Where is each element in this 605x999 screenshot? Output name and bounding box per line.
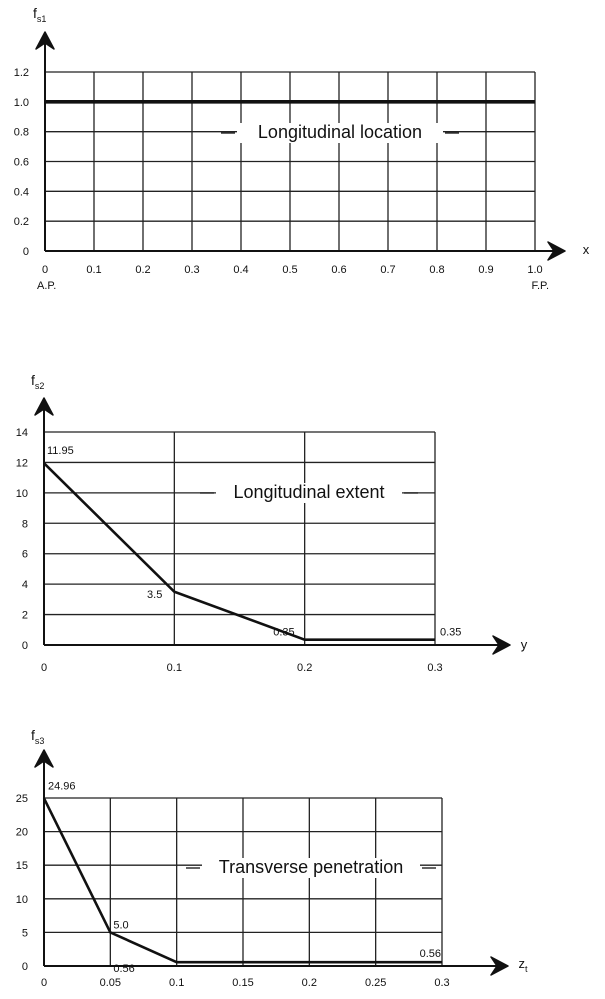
- chart-title-bg: [237, 123, 443, 143]
- x-axis-label: zt: [518, 956, 528, 974]
- chart-title-bg: [202, 858, 420, 878]
- grid: [44, 431, 436, 645]
- x-tick-label: 0.15: [232, 977, 253, 989]
- y-tick-label: 25: [16, 793, 28, 805]
- chart-2: 0 2 4 6 8 10 12 14 0 0.1 0.2 0.3 fs2 y 11.95 3.5 0.35 0.3…: [16, 372, 528, 674]
- y-tick-label: 0.6: [14, 157, 29, 169]
- x-axis-arrow-icon: [492, 635, 511, 655]
- x-tick-label: 0.3: [434, 977, 449, 989]
- y-tick-label: 0: [23, 246, 29, 258]
- x-tick-label: 0: [41, 662, 47, 674]
- y-tick-label: 1.0: [14, 97, 29, 109]
- y-tick-label: 14: [16, 427, 28, 439]
- x-tick-label: 0.1: [169, 977, 184, 989]
- data-label: 11.95: [47, 445, 74, 457]
- y-tick-label: 12: [16, 457, 28, 469]
- y-tick-label: 0.4: [14, 186, 29, 198]
- y-axis-arrow-icon: [34, 397, 54, 416]
- x-annotation: A.P.: [37, 280, 56, 292]
- chart-title: Longitudinal extent: [233, 482, 384, 502]
- y-axis-label: fs2: [31, 372, 44, 391]
- chart-title-bg: [216, 483, 402, 503]
- x-axis-label: x: [583, 242, 590, 257]
- chart-3: 0 5 10 15 20 25 0 0.05 0.1 0.15 0.2 0.25 0.3 fs3 zt 24.…: [16, 727, 528, 989]
- data-label: 0.56: [113, 963, 134, 975]
- x-axis-arrow-icon: [490, 956, 509, 976]
- y-axis-arrow-icon: [35, 31, 55, 50]
- x-tick-label: 0.1: [86, 264, 101, 276]
- x-axis-label: y: [521, 637, 528, 652]
- x-tick-label: 0.05: [100, 977, 121, 989]
- x-tick-label: 0.2: [135, 264, 150, 276]
- y-tick-label: 4: [22, 579, 28, 591]
- y-tick-label: 10: [16, 894, 28, 906]
- y-tick-label: 6: [22, 549, 28, 561]
- data-label: 3.5: [147, 589, 162, 601]
- data-label: 0.35: [440, 627, 461, 639]
- x-tick-label: 0.7: [380, 264, 395, 276]
- y-tick-label: 5: [22, 927, 28, 939]
- y-tick-label: 15: [16, 860, 28, 872]
- series-line: [43, 462, 435, 641]
- x-tick-label: 0.25: [365, 977, 386, 989]
- y-tick-label: 0.2: [14, 216, 29, 228]
- x-annotation: F.P.: [531, 280, 549, 292]
- data-label: 0.56: [420, 948, 441, 960]
- x-tick-label: 0.1: [167, 662, 182, 674]
- x-axis-arrow-icon: [547, 241, 566, 261]
- y-axis-label: fs1: [33, 5, 46, 24]
- y-tick-label: 2: [22, 610, 28, 622]
- y-tick-label: 0: [22, 640, 28, 652]
- x-tick-label: 0.3: [427, 662, 442, 674]
- x-tick-label: 0.2: [297, 662, 312, 674]
- y-tick-label: 1.2: [14, 67, 29, 79]
- data-label: 24.96: [48, 780, 76, 792]
- x-tick-label: 0.6: [331, 264, 346, 276]
- y-tick-label: 10: [16, 488, 28, 500]
- grid: [45, 71, 536, 251]
- x-tick-label: 0.8: [429, 264, 444, 276]
- x-tick-label: 0: [42, 264, 48, 276]
- data-label: 0.35: [273, 627, 294, 639]
- y-tick-label: 20: [16, 827, 28, 839]
- x-tick-label: 1.0: [527, 264, 542, 276]
- series-line: [42, 797, 442, 964]
- chart-1: 0 0.2 0.4 0.6 0.8 1.0 1.2 0 0.1 0.2 0.3 0.4 0.5 0.6 0.…: [14, 5, 590, 292]
- x-tick-label: 0.5: [282, 264, 297, 276]
- x-tick-label: 0.4: [233, 264, 248, 276]
- y-tick-label: 8: [22, 518, 28, 530]
- data-label: 5.0: [113, 919, 128, 931]
- y-axis-label: fs3: [31, 727, 44, 746]
- y-tick-label: 0.8: [14, 127, 29, 139]
- y-tick-label: 0: [22, 961, 28, 973]
- chart-title: Longitudinal location: [258, 122, 422, 142]
- x-tick-label: 0.9: [478, 264, 493, 276]
- y-axis-arrow-icon: [34, 749, 54, 768]
- x-tick-label: 0.2: [302, 977, 317, 989]
- grid: [44, 797, 443, 966]
- x-tick-label: 0: [41, 977, 47, 989]
- chart-title: Transverse penetration: [219, 857, 403, 877]
- x-tick-label: 0.3: [184, 264, 199, 276]
